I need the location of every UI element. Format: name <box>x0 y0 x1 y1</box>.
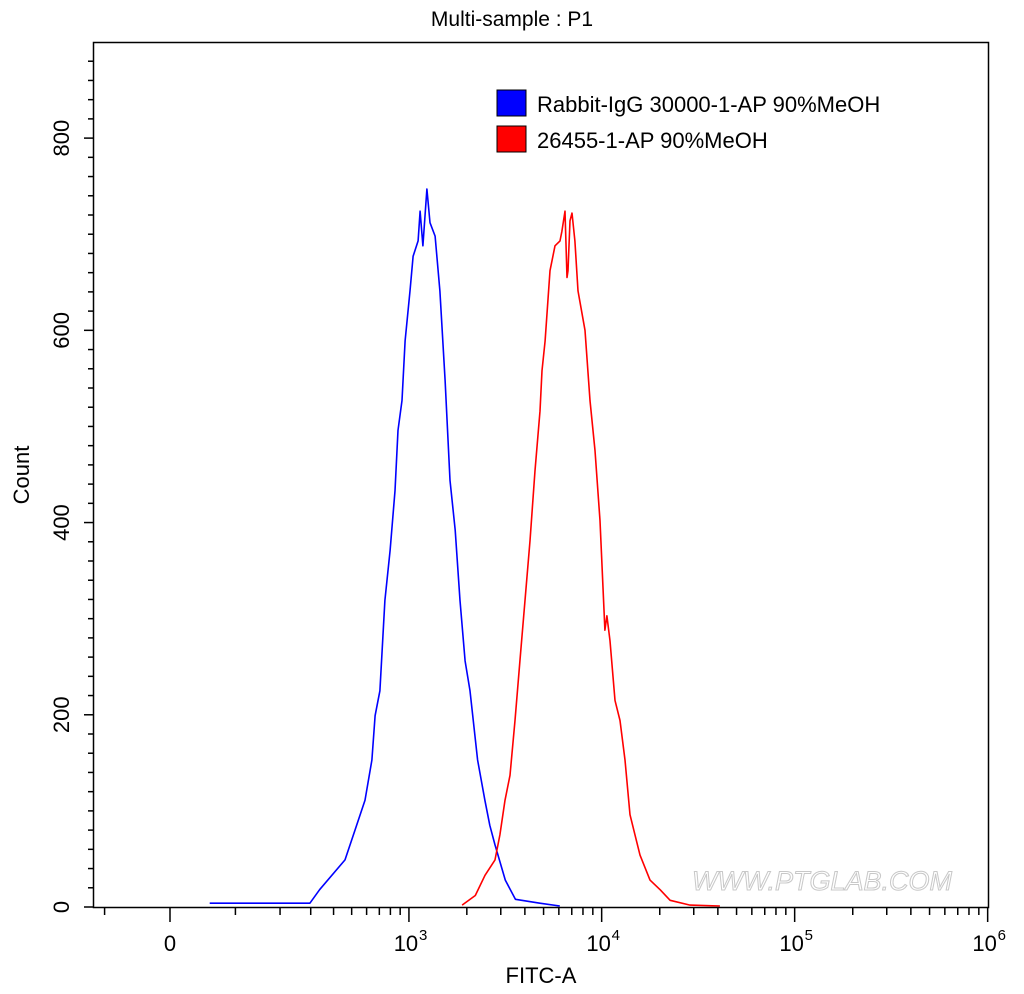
x-tick-label: 10 <box>586 931 610 956</box>
x-tick-label: 10 <box>972 931 996 956</box>
chart-title: Multi-sample : P1 <box>431 8 593 31</box>
y-axis-label: Count <box>9 446 34 505</box>
legend: Rabbit-IgG 30000-1-AP 90%MeOH 26455-1-AP… <box>496 89 880 153</box>
y-tick-label: 200 <box>49 696 74 733</box>
y-tick-label: 400 <box>49 504 74 541</box>
x-tick-label: 0 <box>164 931 176 956</box>
y-tick-label: 0 <box>49 901 74 913</box>
series-line-1 <box>461 210 720 907</box>
legend-label: 26455-1-AP 90%MeOH <box>537 128 768 153</box>
legend-label: Rabbit-IgG 30000-1-AP 90%MeOH <box>537 92 880 117</box>
x-tick-label: 10 <box>779 931 803 956</box>
x-tick-label: 10 <box>394 931 418 956</box>
x-tick-exponent: 6 <box>998 927 1006 944</box>
x-axis-label: FITC-A <box>506 963 577 988</box>
x-tick-exponent: 3 <box>419 927 427 944</box>
series-line-0 <box>209 188 560 907</box>
svg-text:WWW.PTGLAB.COM: WWW.PTGLAB.COM <box>692 866 952 896</box>
legend-swatch-blue <box>496 89 527 117</box>
plot-frame <box>92 41 990 909</box>
legend-item: 26455-1-AP 90%MeOH <box>496 125 768 153</box>
legend-item: Rabbit-IgG 30000-1-AP 90%MeOH <box>496 89 880 117</box>
legend-swatch-red <box>496 125 527 153</box>
y-tick-label: 800 <box>49 120 74 157</box>
y-tick-label: 600 <box>49 312 74 349</box>
watermark: WWW.PTGLAB.COM <box>692 866 953 897</box>
x-tick-exponent: 4 <box>612 927 620 944</box>
x-tick-exponent: 5 <box>805 927 813 944</box>
